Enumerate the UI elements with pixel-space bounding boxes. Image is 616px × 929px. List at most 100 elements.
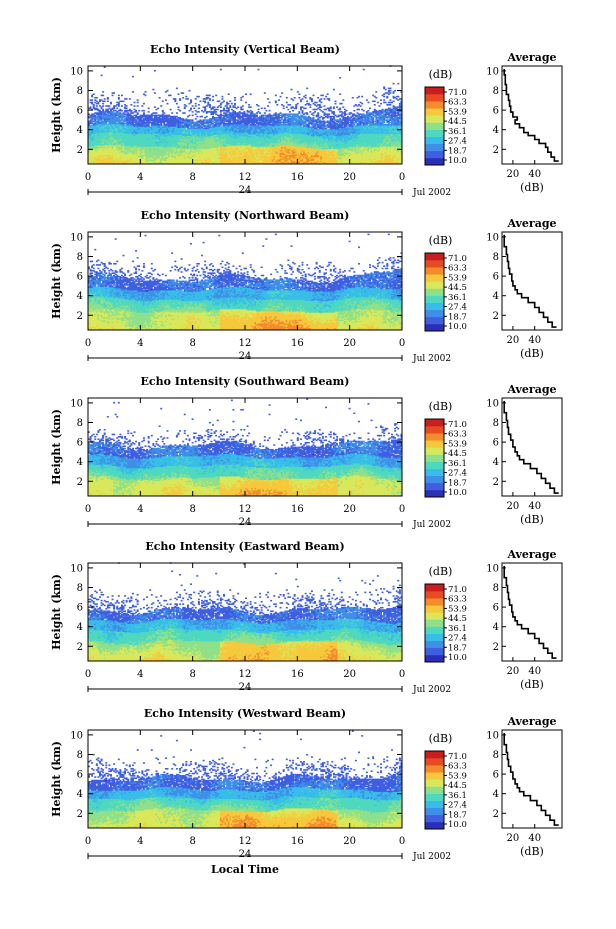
- heatmap-cell: [109, 144, 112, 146]
- heatmap-cell: [94, 127, 97, 130]
- heatmap-cell: [109, 135, 112, 138]
- heatmap-cell: [117, 146, 120, 148]
- heatmap-cell: [117, 135, 120, 138]
- heatmap-cell: [127, 118, 130, 120]
- heatmap-cell: [94, 158, 97, 160]
- heatmap-cell: [111, 121, 114, 124]
- heatmap-cell: [124, 119, 127, 121]
- heatmap-cell: [97, 151, 100, 153]
- heatmap-cell: [208, 94, 211, 97]
- heatmap-cell: [125, 139, 128, 141]
- heatmap-cell: [131, 158, 134, 160]
- heatmap-cell: [102, 128, 105, 131]
- heatmap-cell: [130, 128, 133, 131]
- heatmap-cell: [116, 101, 119, 104]
- heatmap-cell: [116, 127, 119, 130]
- heatmap-cell: [100, 133, 103, 135]
- heatmap-cell: [122, 138, 125, 140]
- heatmap-cell: [229, 105, 232, 107]
- heatmap-cell: [108, 155, 111, 158]
- heatmap-cell: [108, 132, 111, 134]
- heatmap-cell: [92, 135, 95, 138]
- heatmap-cell: [103, 118, 106, 120]
- heatmap-cell: [92, 93, 95, 96]
- heatmap-cell: [116, 119, 119, 121]
- heatmap-cell: [117, 105, 120, 107]
- heatmap-cell: [130, 153, 133, 155]
- heatmap-cell: [125, 113, 128, 116]
- heatmap-cell: [88, 160, 90, 163]
- heatmap-cell: [131, 152, 134, 154]
- heatmap-cell: [125, 111, 128, 113]
- heatmap-cell: [105, 139, 108, 141]
- heatmap-cell: [117, 113, 120, 116]
- heatmap-cell: [125, 120, 128, 123]
- heatmap-cell: [91, 146, 94, 148]
- heatmap-cell: [116, 159, 119, 161]
- heatmap-cell: [88, 140, 90, 143]
- heatmap-cell: [122, 136, 125, 139]
- heatmap-cell: [131, 118, 134, 120]
- heatmap-cell: [98, 144, 101, 146]
- heatmap-cell: [108, 158, 111, 160]
- heatmap-cell: [119, 160, 122, 163]
- heatmap-cell: [125, 116, 128, 119]
- heatmap-cell: [108, 114, 111, 117]
- heatmap-cell: [100, 146, 103, 148]
- heatmap-cell: [91, 139, 94, 141]
- heatmap-cell: [100, 161, 103, 164]
- heatmap-cell: [91, 132, 94, 134]
- heatmap-cell: [144, 94, 147, 97]
- heatmap-cell: [94, 129, 97, 132]
- heatmap-cell: [111, 156, 114, 159]
- heatmap-cell: [109, 119, 112, 121]
- heatmap-cell: [109, 149, 112, 152]
- heatmap-cell: [95, 100, 98, 103]
- heatmap-cell: [213, 106, 216, 108]
- heatmap-cell: [94, 146, 97, 148]
- heatmap-cell: [95, 115, 98, 118]
- heatmap-cell: [89, 138, 92, 140]
- heatmap-cell: [102, 91, 105, 93]
- heatmap-cell: [125, 114, 128, 117]
- heatmap-cell: [106, 124, 109, 126]
- heatmap-cell: [130, 118, 133, 120]
- heatmap-cell: [100, 158, 103, 160]
- heatmap-cell: [108, 147, 111, 150]
- heatmap-cell: [114, 154, 117, 157]
- heatmap-cell: [128, 121, 131, 124]
- heatmap-cell: [109, 126, 112, 128]
- heatmap-cell: [114, 147, 117, 150]
- heatmap-cell: [131, 140, 134, 143]
- heatmap-cell: [248, 104, 251, 106]
- heatmap-cell: [102, 121, 105, 124]
- heatmap-cell: [111, 139, 114, 141]
- heatmap-cell: [103, 152, 106, 154]
- heatmap-cell: [111, 115, 114, 118]
- heatmap-cell: [111, 119, 114, 121]
- heatmap-cell: [116, 138, 119, 140]
- heatmap-cell: [114, 116, 117, 119]
- heatmap-cell: [114, 120, 117, 123]
- heatmap-cell: [89, 126, 92, 128]
- heatmap-cell: [114, 159, 117, 161]
- heatmap-cell: [100, 119, 103, 121]
- heatmap-cell: [119, 127, 122, 130]
- heatmap-cell: [116, 141, 119, 144]
- heatmap-cell: [133, 101, 136, 104]
- heatmap-cell: [116, 140, 119, 143]
- heatmap-cell: [88, 146, 90, 148]
- heatmap-cell: [100, 144, 103, 146]
- heatmap-cell: [108, 152, 111, 154]
- heatmap-cell: [100, 106, 103, 108]
- heatmap-cell: [119, 115, 122, 118]
- heatmap-cell: [97, 102, 100, 105]
- heatmap-cell: [98, 125, 101, 127]
- heatmap-cell: [119, 141, 122, 144]
- heatmap-cell: [106, 135, 109, 138]
- heatmap-cell: [111, 129, 114, 132]
- heatmap-cell: [119, 133, 122, 135]
- heatmap-cell: [105, 160, 108, 163]
- heatmap-cell: [109, 120, 112, 123]
- heatmap-cell: [91, 151, 94, 153]
